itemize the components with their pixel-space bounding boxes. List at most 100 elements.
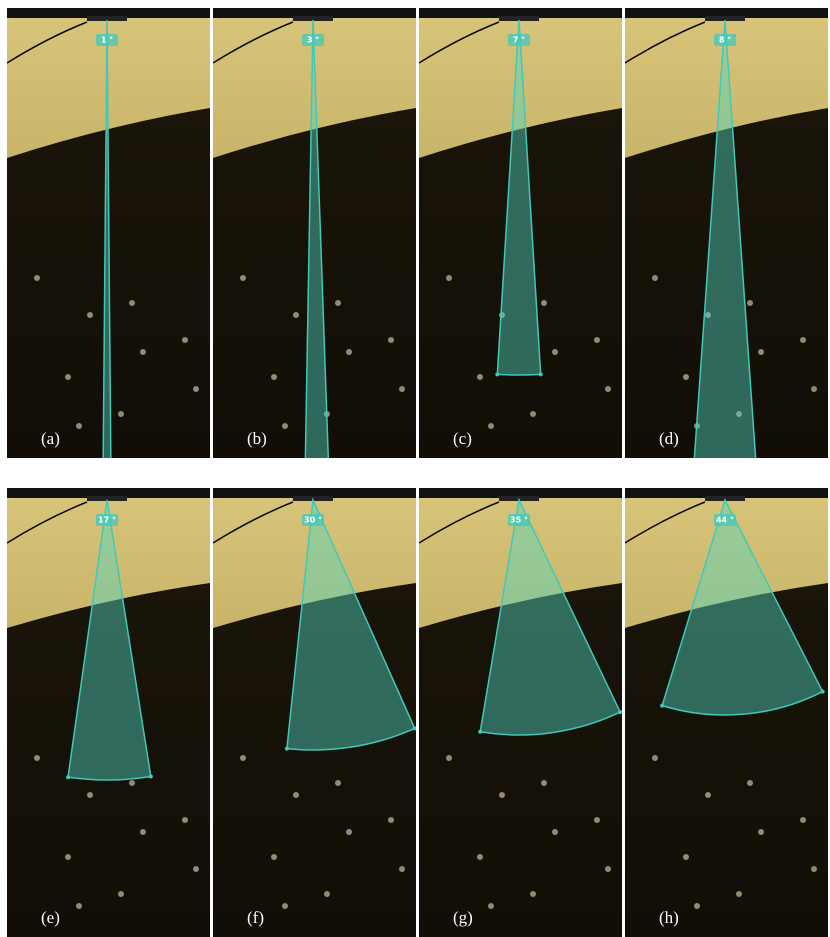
light xyxy=(87,792,93,798)
light xyxy=(747,300,753,306)
light xyxy=(140,349,146,355)
panel-label: (g) xyxy=(453,908,473,927)
light xyxy=(552,829,558,835)
panel: 1 ° (a) xyxy=(7,8,210,467)
panel-label: (b) xyxy=(247,429,267,448)
handle xyxy=(327,463,331,467)
handle xyxy=(692,462,696,466)
panel-label: (a) xyxy=(41,429,60,448)
light xyxy=(594,337,600,343)
light xyxy=(388,337,394,343)
light xyxy=(499,792,505,798)
angle-label: 8 ° xyxy=(719,36,731,45)
panel-label: (d) xyxy=(659,429,679,448)
light xyxy=(34,275,40,281)
light xyxy=(140,829,146,835)
panel: 17 ° (e) xyxy=(7,488,210,937)
handle xyxy=(149,775,153,779)
light xyxy=(477,854,483,860)
light xyxy=(605,866,611,872)
light xyxy=(811,866,817,872)
light xyxy=(530,891,536,897)
angle-label: 1 ° xyxy=(101,36,113,45)
light xyxy=(282,423,288,429)
light xyxy=(399,866,405,872)
light xyxy=(293,792,299,798)
light xyxy=(747,780,753,786)
light xyxy=(282,903,288,909)
handle xyxy=(821,690,825,694)
handle xyxy=(478,730,482,734)
light xyxy=(34,755,40,761)
panel: 30 °(f) xyxy=(213,488,417,937)
light xyxy=(758,829,764,835)
light xyxy=(335,300,341,306)
light xyxy=(193,866,199,872)
light xyxy=(683,854,689,860)
light xyxy=(129,780,135,786)
light xyxy=(541,300,547,306)
light xyxy=(118,411,124,417)
light xyxy=(552,349,558,355)
angle-label: 3 ° xyxy=(307,36,319,45)
handle xyxy=(66,775,70,779)
light xyxy=(118,891,124,897)
light xyxy=(76,903,82,909)
light xyxy=(530,411,536,417)
panel-label: (e) xyxy=(41,908,60,927)
light xyxy=(182,817,188,823)
panel: 44 °(h) xyxy=(625,488,828,937)
panel: 7 ° (c) xyxy=(419,8,622,458)
panel-label: (f) xyxy=(247,908,264,927)
light xyxy=(335,780,341,786)
light xyxy=(346,349,352,355)
light xyxy=(800,337,806,343)
light xyxy=(271,854,277,860)
light xyxy=(65,854,71,860)
light xyxy=(87,312,93,318)
light xyxy=(346,829,352,835)
handle xyxy=(539,372,543,376)
handle xyxy=(618,710,622,714)
panel: 35 ° (g) xyxy=(419,488,622,937)
panel: 3 ° (b) xyxy=(213,8,416,467)
panel-label: (h) xyxy=(659,908,679,927)
light xyxy=(182,337,188,343)
light xyxy=(477,374,483,380)
handle xyxy=(285,747,289,751)
light xyxy=(605,386,611,392)
light xyxy=(240,275,246,281)
handle xyxy=(660,704,664,708)
light xyxy=(65,374,71,380)
light xyxy=(271,374,277,380)
handle xyxy=(303,463,307,467)
handle xyxy=(754,462,758,466)
light xyxy=(800,817,806,823)
light xyxy=(652,755,658,761)
light xyxy=(694,903,700,909)
panel-label: (c) xyxy=(453,429,472,448)
angle-label: 7 ° xyxy=(513,36,525,45)
light xyxy=(193,386,199,392)
light xyxy=(736,891,742,897)
light xyxy=(705,792,711,798)
light xyxy=(388,817,394,823)
light xyxy=(488,903,494,909)
light xyxy=(594,817,600,823)
light xyxy=(488,423,494,429)
light xyxy=(446,755,452,761)
light xyxy=(683,374,689,380)
light xyxy=(811,386,817,392)
light xyxy=(758,349,764,355)
light xyxy=(324,891,330,897)
figure: 1 °(a)3 °(b)7 °(c)8 °(d)17 °(e)30 °(f)35… xyxy=(0,0,830,937)
light xyxy=(446,275,452,281)
panel: 8 ° (d) xyxy=(625,8,828,466)
light xyxy=(76,423,82,429)
light xyxy=(293,312,299,318)
handle xyxy=(413,726,417,730)
light xyxy=(240,755,246,761)
light xyxy=(652,275,658,281)
angle-label: 35 ° xyxy=(510,516,528,525)
angle-label: 17 ° xyxy=(98,516,116,525)
